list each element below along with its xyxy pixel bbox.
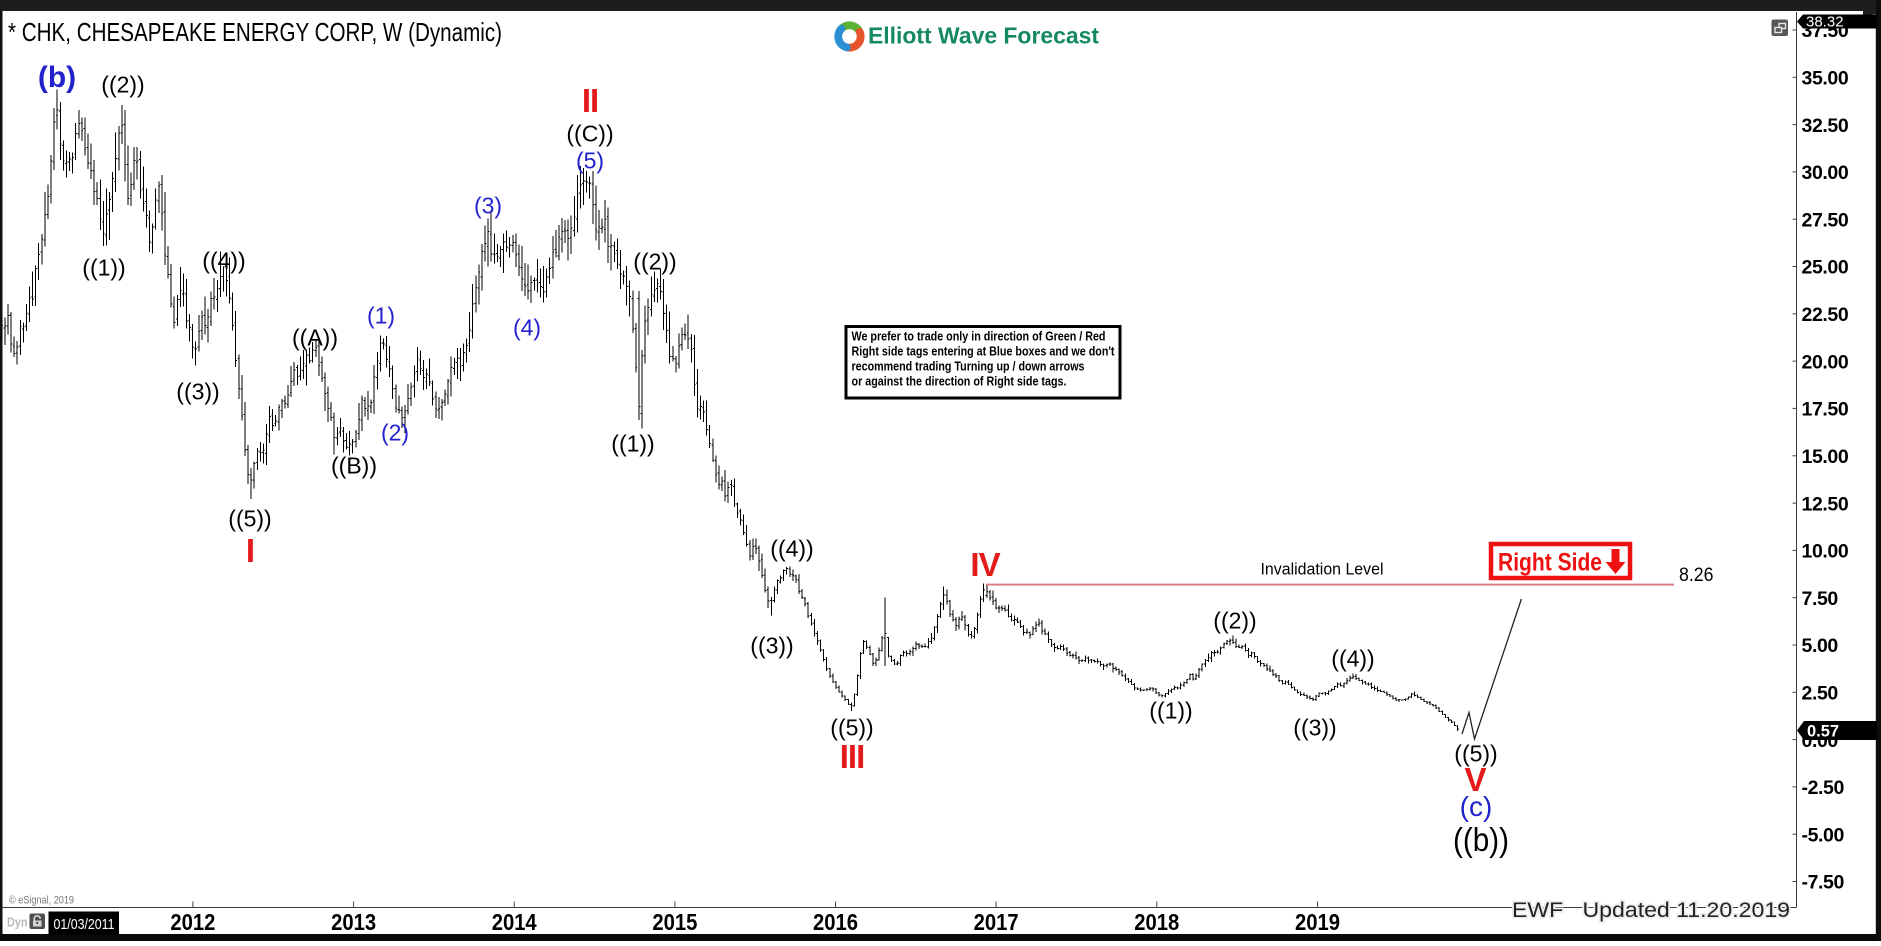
svg-text:((1)): ((1)) xyxy=(1149,697,1192,723)
svg-text:(2): (2) xyxy=(381,419,409,445)
svg-text:II: II xyxy=(582,82,598,119)
svg-text:2018: 2018 xyxy=(1134,909,1179,935)
svg-text:EWF Updated 11.20.2019: EWF Updated 11.20.2019 xyxy=(1512,898,1790,922)
svg-text:((1)): ((1)) xyxy=(611,430,654,456)
svg-text:32.50: 32.50 xyxy=(1802,115,1849,137)
svg-text:((A)): ((A)) xyxy=(292,324,338,350)
svg-text:Dyn: Dyn xyxy=(7,915,28,930)
svg-text:10.00: 10.00 xyxy=(1802,541,1849,563)
svg-text:((C)): ((C)) xyxy=(566,120,613,146)
svg-text:I: I xyxy=(246,532,254,569)
svg-text:((b)): ((b)) xyxy=(1453,821,1509,858)
svg-text:((2)): ((2)) xyxy=(1213,607,1256,633)
svg-text:(4): (4) xyxy=(513,314,541,340)
svg-text:2014: 2014 xyxy=(492,909,537,935)
svg-text:or against the direction of Ri: or against the direction of Right side t… xyxy=(852,375,1067,389)
svg-text:7.50: 7.50 xyxy=(1802,588,1839,610)
svg-text:2019: 2019 xyxy=(1295,909,1340,935)
svg-text:22.50: 22.50 xyxy=(1802,304,1849,326)
svg-text:17.50: 17.50 xyxy=(1802,399,1849,421)
svg-text:5.00: 5.00 xyxy=(1802,635,1839,657)
svg-text:((4)): ((4)) xyxy=(770,535,813,561)
svg-text:-7.50: -7.50 xyxy=(1802,872,1845,894)
svg-text:((1)): ((1)) xyxy=(82,254,125,280)
svg-text:38.32: 38.32 xyxy=(1806,14,1844,31)
svg-text:20.00: 20.00 xyxy=(1802,351,1849,373)
svg-text:(5): (5) xyxy=(576,147,604,173)
svg-text:We prefer to trade only in dir: We prefer to trade only in direction of … xyxy=(852,330,1106,344)
svg-text:((B)): ((B)) xyxy=(331,452,377,478)
svg-text:((2)): ((2)) xyxy=(633,248,676,274)
svg-text:((3)): ((3)) xyxy=(1293,714,1336,740)
svg-text:30.00: 30.00 xyxy=(1802,162,1849,184)
svg-text:((5)): ((5)) xyxy=(830,714,873,740)
svg-text:((2)): ((2)) xyxy=(101,71,144,97)
svg-text:25.00: 25.00 xyxy=(1802,257,1849,279)
svg-text:(b): (b) xyxy=(38,61,76,94)
svg-text:2013: 2013 xyxy=(331,909,376,935)
svg-text:(c): (c) xyxy=(1460,791,1493,822)
svg-text:01/03/2011: 01/03/2011 xyxy=(54,916,115,933)
svg-text:recommend trading Turning up /: recommend trading Turning up / down arro… xyxy=(852,360,1085,374)
svg-text:© eSignal, 2019: © eSignal, 2019 xyxy=(9,895,74,907)
svg-text:-5.00: -5.00 xyxy=(1802,824,1845,846)
svg-text:(3): (3) xyxy=(474,192,502,218)
svg-text:IV: IV xyxy=(970,546,1000,583)
svg-text:0.57: 0.57 xyxy=(1807,723,1839,741)
svg-text:* CHK, CHESAPEAKE ENERGY CORP,: * CHK, CHESAPEAKE ENERGY CORP, W (Dynami… xyxy=(8,17,502,47)
svg-text:(1): (1) xyxy=(367,302,395,328)
svg-text:((4)): ((4)) xyxy=(1331,645,1374,671)
svg-text:Invalidation Level: Invalidation Level xyxy=(1261,561,1384,579)
svg-text:V: V xyxy=(1464,761,1486,798)
svg-text:Elliott Wave Forecast: Elliott Wave Forecast xyxy=(868,23,1099,49)
svg-text:12.50: 12.50 xyxy=(1802,493,1849,515)
svg-text:15.00: 15.00 xyxy=(1802,446,1849,468)
svg-text:((3)): ((3)) xyxy=(750,632,793,658)
svg-text:2017: 2017 xyxy=(974,909,1019,935)
svg-text:2.50: 2.50 xyxy=(1802,683,1839,705)
svg-text:27.50: 27.50 xyxy=(1802,209,1849,231)
svg-text:2016: 2016 xyxy=(813,909,858,935)
svg-text:((3)): ((3)) xyxy=(176,378,219,404)
svg-text:8.26: 8.26 xyxy=(1679,565,1714,586)
svg-text:Right side tags entering at Bl: Right side tags entering at Blue boxes a… xyxy=(852,345,1116,359)
svg-text:2015: 2015 xyxy=(652,909,697,935)
svg-text:((5)): ((5)) xyxy=(228,505,271,531)
svg-text:2012: 2012 xyxy=(170,909,215,935)
svg-text:35.00: 35.00 xyxy=(1802,68,1849,90)
svg-text:III: III xyxy=(840,738,865,775)
svg-text:Right Side: Right Side xyxy=(1498,549,1602,577)
svg-text:((5)): ((5)) xyxy=(1454,740,1497,766)
svg-text:-2.50: -2.50 xyxy=(1802,777,1845,799)
svg-text:((4)): ((4)) xyxy=(202,247,245,273)
